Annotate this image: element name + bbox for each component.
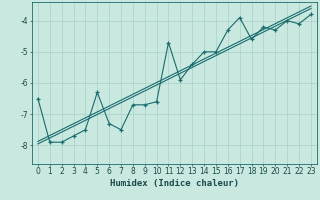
X-axis label: Humidex (Indice chaleur): Humidex (Indice chaleur) <box>110 179 239 188</box>
